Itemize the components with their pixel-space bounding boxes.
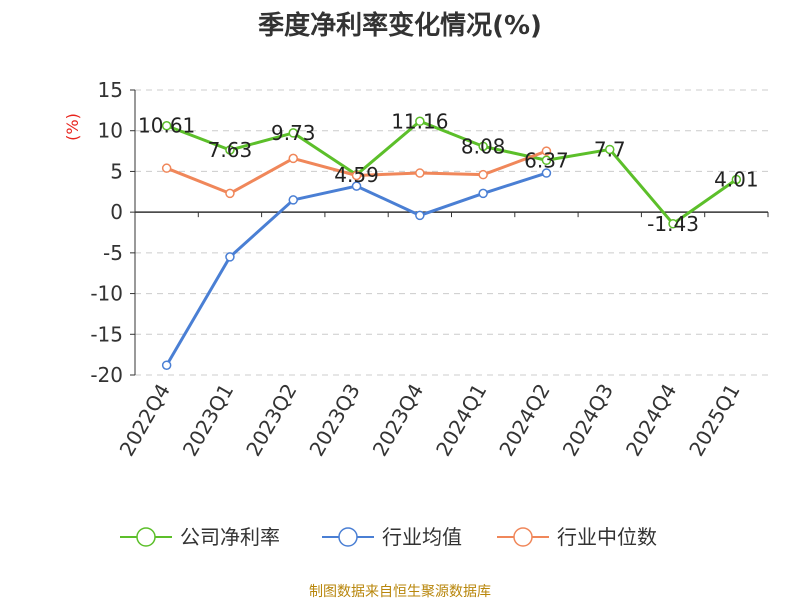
legend-item: 公司净利率 xyxy=(120,525,280,549)
data-label: 7.7 xyxy=(594,137,626,161)
source-note: 制图数据来自恒生聚源数据库 xyxy=(309,584,491,600)
y-tick-label: -20 xyxy=(90,363,123,387)
x-tick-label: 2024Q2 xyxy=(494,380,554,461)
series-point xyxy=(225,252,235,262)
series-point xyxy=(478,141,488,152)
y-tick-label: 5 xyxy=(110,159,123,183)
x-tick-label: 2024Q4 xyxy=(621,380,681,461)
legend-label: 行业均值 xyxy=(382,525,462,549)
x-tick-label: 2022Q4 xyxy=(115,380,175,461)
x-tick-label: 2024Q1 xyxy=(431,380,491,461)
legend: 公司净利率 行业均值 行业中位数 xyxy=(120,525,657,549)
series-point xyxy=(478,188,488,199)
data-label: 7.63 xyxy=(208,138,253,162)
legend-item: 行业中位数 xyxy=(497,525,657,549)
y-tick-label: 15 xyxy=(98,78,123,102)
series-point xyxy=(415,210,425,221)
data-label: 8.08 xyxy=(461,134,506,158)
x-tick-label: 2023Q4 xyxy=(368,380,428,461)
series-point xyxy=(161,120,172,131)
series-point xyxy=(351,181,362,191)
series-line xyxy=(165,171,547,366)
legend-label: 公司净利率 xyxy=(180,525,280,549)
series-point xyxy=(288,128,298,138)
series-point xyxy=(731,174,742,185)
series-line xyxy=(166,119,738,226)
x-tick-label: 2025Q1 xyxy=(684,380,744,461)
legend-item: 行业均值 xyxy=(322,525,462,549)
x-tick-label: 2023Q2 xyxy=(241,380,301,461)
series-lines xyxy=(161,116,742,370)
x-tick-label: 2023Q1 xyxy=(178,380,238,461)
series-point xyxy=(225,188,235,199)
legend-label: 行业中位数 xyxy=(557,525,657,549)
y-tick-label: -5 xyxy=(103,241,123,265)
series-point xyxy=(541,168,552,178)
y-tick-label: 10 xyxy=(98,119,123,143)
series-point xyxy=(288,153,298,164)
chart-title: 季度净利率变化情况(%) xyxy=(258,10,542,41)
series-point xyxy=(225,145,235,155)
y-tick-label: -10 xyxy=(90,282,123,306)
data-label: 11.16 xyxy=(391,109,448,133)
x-tick-label: 2023Q3 xyxy=(304,380,364,461)
series-point xyxy=(478,169,488,180)
series-point xyxy=(605,144,615,155)
series-point xyxy=(288,195,298,205)
legend-swatch-marker xyxy=(513,527,533,547)
data-labels: 10.61 7.63 9.73 4.59 11.16 8.08 6.37 7.7 -1.43 4.… xyxy=(138,109,759,236)
data-label: 4.01 xyxy=(714,167,759,191)
series-point xyxy=(668,219,678,229)
data-label: 9.73 xyxy=(271,121,316,145)
data-label: 10.61 xyxy=(138,114,195,138)
series-point xyxy=(161,163,172,173)
x-tick-label: 2024Q3 xyxy=(558,380,618,461)
y-axis-unit-label: (%) xyxy=(63,113,82,141)
legend-swatch-marker xyxy=(136,527,156,547)
data-label: 6.37 xyxy=(524,148,569,172)
y-tick-label: 0 xyxy=(110,200,123,224)
data-label: 4.59 xyxy=(334,163,379,187)
data-label: -1.43 xyxy=(647,212,699,236)
series-point xyxy=(351,170,362,181)
legend-swatch-marker xyxy=(338,527,358,547)
series-point xyxy=(541,146,552,156)
y-tick-label: -15 xyxy=(90,322,123,346)
series-point xyxy=(415,116,425,127)
series-point xyxy=(415,168,425,178)
series-point xyxy=(541,155,552,166)
series-point xyxy=(161,360,172,370)
